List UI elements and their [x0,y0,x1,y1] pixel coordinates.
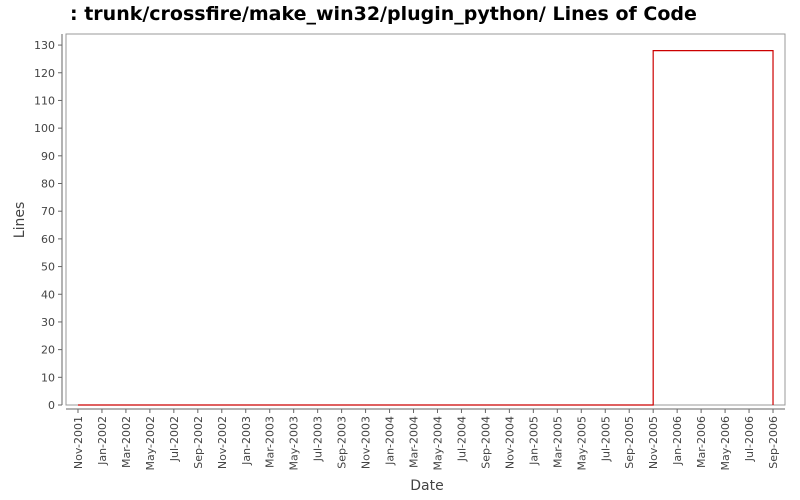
x-tick-label: May-2004 [431,416,444,471]
x-tick-label: Jul-2004 [455,416,468,462]
y-tick-label: 50 [41,261,55,274]
y-tick-label: 20 [41,344,55,357]
x-tick-label: Sep-2003 [336,416,349,469]
x-tick-label: Sep-2004 [479,416,492,469]
x-tick-label: Mar-2002 [120,416,133,468]
x-tick-label: Sep-2002 [192,416,205,469]
y-tick-label: 10 [41,371,55,384]
x-tick-label: Mar-2006 [695,416,708,468]
x-tick-label: Jul-2003 [312,416,325,462]
x-tick-label: Jul-2006 [743,416,756,462]
y-tick-label: 80 [41,178,55,191]
x-tick-label: Nov-2003 [360,416,373,469]
y-tick-label: 70 [41,205,55,218]
x-tick-label: Jan-2005 [527,416,540,466]
x-tick-label: Jul-2005 [599,416,612,462]
x-axis-label: Date [410,478,443,494]
x-tick-label: Sep-2005 [623,416,636,469]
x-tick-label: Jan-2004 [384,416,397,466]
x-tick-label: Nov-2001 [72,416,85,469]
y-axis-label: Lines [12,202,28,238]
x-tick-label: Mar-2004 [408,416,421,468]
y-tick-label: 120 [34,67,55,80]
y-tick-label: 40 [41,288,55,301]
x-tick-label: May-2005 [575,416,588,471]
y-tick-label: 0 [48,399,55,412]
x-tick-label: May-2002 [144,416,157,471]
plot-area [65,33,786,406]
x-tick-label: Jan-2006 [671,416,684,466]
y-tick-label: 130 [34,39,55,52]
y-tick-label: 110 [34,94,55,107]
x-tick-label: Jul-2002 [168,416,181,462]
x-tick-label: Mar-2003 [264,416,277,468]
x-tick-label: Nov-2004 [503,416,516,469]
y-tick-label: 90 [41,150,55,163]
y-tick-label: 30 [41,316,55,329]
series-line [77,50,774,406]
x-tick-label: Sep-2006 [767,416,780,469]
x-tick-label: May-2006 [719,416,732,471]
x-tick-label: Nov-2002 [216,416,229,469]
y-tick-label: 60 [41,233,55,246]
x-tick-label: May-2003 [288,416,301,471]
y-tick-label: 100 [34,122,55,135]
chart-title: : trunk/crossfire/make_win32/plugin_pyth… [70,3,697,25]
x-tick-label: Mar-2005 [551,416,564,468]
x-tick-label: Nov-2005 [647,416,660,469]
x-tick-label: Jan-2003 [240,416,253,466]
x-tick-label: Jan-2002 [96,416,109,466]
